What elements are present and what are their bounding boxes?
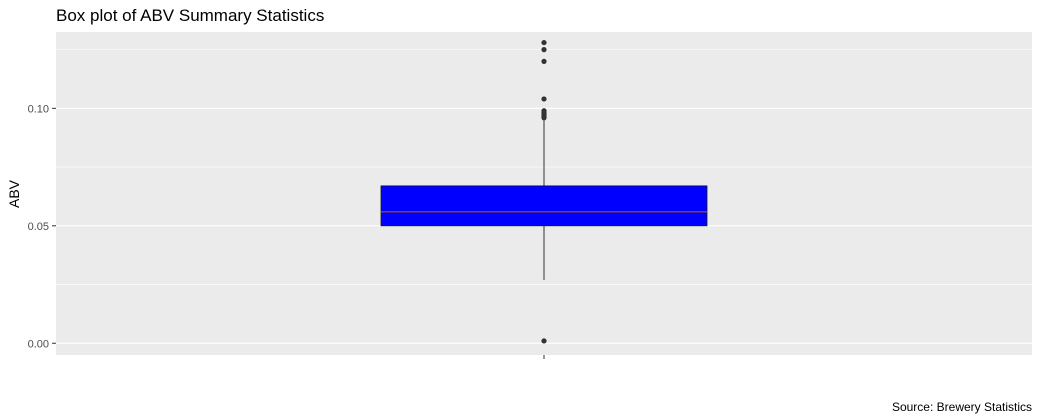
y-tick-label: 0.00 <box>28 338 49 350</box>
outliers <box>541 39 547 344</box>
y-axis-tick-labels: 0.00 0.05 0.10 <box>28 103 49 350</box>
outlier-point <box>541 108 547 114</box>
iqr-box <box>380 185 708 227</box>
outlier-point <box>541 39 547 46</box>
boxplot <box>380 120 708 280</box>
outlier-point <box>541 338 547 344</box>
outlier-point <box>541 47 547 53</box>
y-axis-label: ABV <box>6 179 22 209</box>
y-tick-label: 0.10 <box>28 103 49 115</box>
chart-title: Box plot of ABV Summary Statistics <box>56 6 325 25</box>
outlier-point <box>541 96 547 102</box>
y-tick-label: 0.05 <box>28 221 49 233</box>
chart-caption: Source: Brewery Statistics <box>891 400 1032 414</box>
y-axis-ticks <box>52 107 56 344</box>
outlier-point <box>541 58 547 64</box>
